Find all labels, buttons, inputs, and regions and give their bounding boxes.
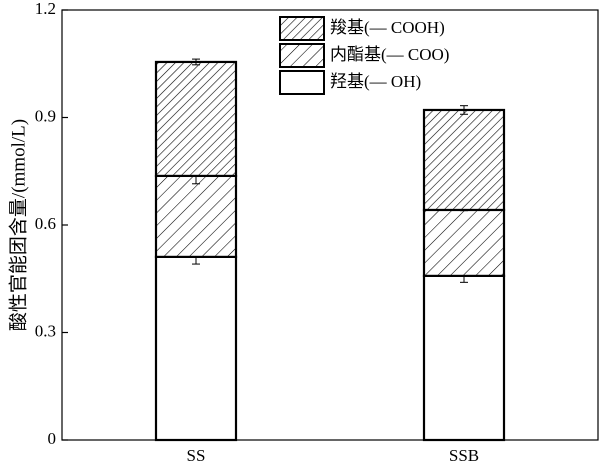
y-axis-label: 酸性官能团含量/(mmol/L) [7,119,29,331]
legend-label: 内酯基(— COO) [330,45,449,64]
y-tick-label: 0.3 [35,321,56,340]
x-tick-label: SSB [449,446,479,465]
legend-swatch [279,70,325,95]
error-bar [460,105,468,115]
bar-segment [422,208,506,277]
legend-label: 羧基(— COOH) [330,18,445,37]
y-tick-label: 0 [48,429,57,448]
legend-label: 羟基(— OH) [330,72,421,91]
bar-segment [422,274,506,442]
legend-swatch [279,43,325,68]
legend-swatch [279,16,325,41]
bar-segment [422,108,506,212]
bar-segment [154,174,238,258]
bar-segment [154,60,238,178]
bar-segment [154,255,238,442]
y-tick-label: 0.6 [35,214,56,233]
error-bar [192,58,200,66]
y-tick-label: 0.9 [35,106,56,125]
x-tick-label: SS [187,446,206,465]
y-tick-label: 1.2 [35,0,56,18]
